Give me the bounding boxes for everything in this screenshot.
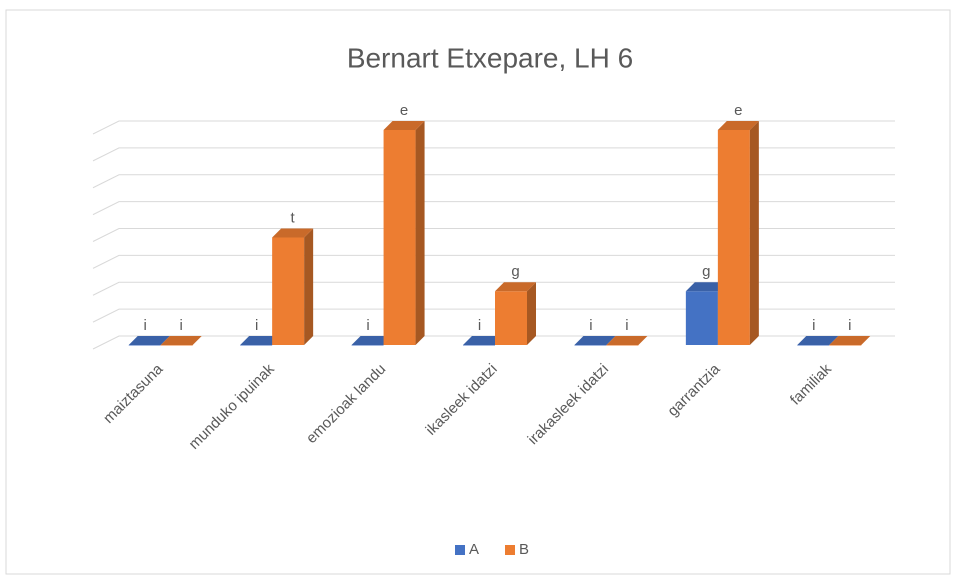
bar-front (240, 345, 273, 346)
chart-frame (5, 9, 951, 575)
bar (128, 336, 170, 346)
bar-front (495, 291, 527, 345)
bar-top (574, 336, 616, 345)
bar-front (383, 130, 416, 345)
data-label: i (144, 317, 147, 334)
bar-front (797, 345, 830, 346)
data-label: e (400, 102, 408, 119)
bar (160, 336, 202, 346)
bar-front (685, 291, 718, 345)
bar-side (415, 121, 425, 345)
data-label: i (625, 317, 628, 334)
legend-label: B (519, 541, 529, 558)
bar-front (829, 345, 862, 346)
bar-top (606, 336, 648, 345)
bar (272, 228, 314, 345)
chart-title: Bernart Etxepare, LH 6 (347, 42, 633, 73)
bar-top (717, 121, 759, 130)
data-label: i (180, 317, 183, 334)
bar-side (749, 121, 759, 345)
grid-line (92, 308, 895, 323)
bar-side (527, 282, 536, 345)
legend-swatch (505, 545, 515, 555)
grid-line (92, 147, 895, 162)
data-label: i (589, 317, 592, 334)
data-label: i (366, 317, 369, 334)
data-label: i (812, 317, 815, 334)
data-label: i (478, 317, 481, 334)
bar (606, 336, 648, 346)
bar (383, 121, 425, 345)
bar (797, 336, 839, 346)
bar (574, 336, 616, 346)
bar-top (272, 228, 314, 238)
bar (717, 121, 759, 345)
grid-line (92, 174, 895, 189)
data-label: g (702, 263, 710, 280)
bar-top (797, 336, 839, 345)
bar-front (606, 345, 639, 346)
bar-side (304, 228, 314, 345)
bar-top (128, 336, 170, 345)
bar-front (717, 130, 750, 345)
bar-front (574, 345, 607, 346)
grid-line (92, 281, 895, 296)
data-label: i (255, 317, 258, 334)
grid-line (92, 228, 895, 242)
data-label: t (291, 209, 296, 226)
bar (495, 282, 536, 345)
bar (463, 336, 504, 346)
bar-front (272, 237, 305, 345)
bar-front (160, 345, 193, 346)
bar (351, 336, 393, 346)
bar-front (128, 345, 161, 346)
bar-top (685, 282, 727, 292)
bar-top (240, 336, 282, 345)
data-label: i (848, 317, 851, 334)
bar-top (495, 282, 536, 292)
legend-label: A (469, 541, 479, 558)
bar-front (351, 345, 384, 346)
grid-line (92, 254, 895, 269)
data-label: e (734, 102, 742, 119)
bar-top (160, 336, 202, 345)
legend-swatch (455, 545, 465, 555)
bar-top (463, 336, 504, 345)
grid-line (92, 120, 895, 135)
grid-line (92, 201, 895, 216)
bar-top (351, 336, 393, 345)
bar-top (829, 336, 871, 345)
data-label: g (511, 263, 519, 280)
bar (240, 336, 282, 346)
bar (829, 336, 871, 346)
bar-top (383, 121, 425, 130)
bar-front (463, 345, 495, 346)
